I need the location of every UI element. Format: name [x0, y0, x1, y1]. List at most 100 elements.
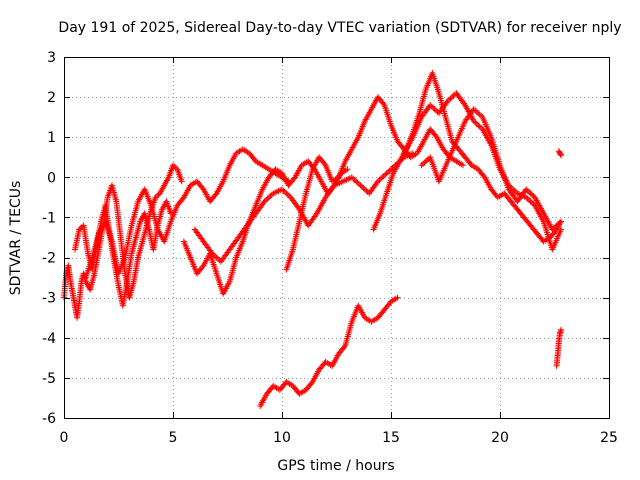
data-point-interp [528, 191, 535, 198]
data-point-interp [265, 194, 272, 201]
data-point-interp [428, 103, 435, 110]
data-point-interp [555, 221, 562, 228]
data-point-interp [210, 251, 217, 258]
data-point-interp [524, 195, 531, 202]
series-arc-e [191, 150, 416, 265]
data-point-interp [526, 189, 533, 196]
data-point [209, 250, 216, 257]
y-tick-label: -3 [42, 291, 56, 307]
data-point-interp [356, 181, 363, 188]
plot-frame [64, 57, 610, 419]
y-tick-label: -2 [42, 251, 56, 267]
data-point [427, 102, 434, 109]
data-point [470, 106, 477, 113]
data-point [170, 162, 176, 169]
data-point [152, 194, 159, 201]
data-point-interp [556, 219, 563, 226]
data-point-interp [213, 254, 220, 261]
data-point-interp [154, 193, 161, 200]
data-point-interp [77, 225, 84, 232]
data-point-interp [382, 171, 389, 178]
data-point-interp [430, 104, 437, 111]
data-point-interp [308, 380, 315, 387]
data-point [558, 218, 565, 225]
series-arc-d [180, 158, 351, 297]
y-tick-label: -4 [42, 331, 56, 347]
y-axis-label: SDTVAR / TECUs [8, 181, 24, 296]
data-point-interp [421, 159, 428, 166]
data-point-interp [171, 163, 178, 170]
data-point-interp [527, 198, 534, 205]
data-point-interp [473, 120, 480, 127]
data-point-interp [280, 187, 287, 194]
chart-title: Day 191 of 2025, Sidereal Day-to-day VTE… [58, 20, 621, 36]
data-point-interp [361, 186, 368, 193]
data-point-interp [215, 255, 222, 262]
data-point-interp [199, 263, 206, 270]
data-point-interp [290, 175, 297, 182]
data-point [261, 198, 268, 205]
data-point-interp [283, 190, 290, 197]
data-point-interp [377, 175, 384, 182]
data-point [444, 98, 451, 105]
data-point-interp [476, 123, 483, 130]
data-point-interp [419, 160, 426, 167]
y-tick-label: -6 [42, 411, 56, 427]
data-point [470, 118, 477, 125]
data-point-interp [380, 172, 387, 179]
data-point-interp [524, 187, 531, 194]
x-tick-label: 20 [491, 430, 509, 446]
series-arc-k [553, 326, 565, 369]
data-point [374, 178, 381, 185]
data-point [344, 166, 351, 173]
data-point-interp [432, 132, 439, 139]
data-point-interp [472, 119, 479, 126]
data-point-interp [263, 197, 270, 204]
data-point-interp [353, 178, 360, 185]
data-point-interp [526, 197, 533, 204]
data-point-interp [321, 160, 328, 167]
data-point [558, 226, 565, 233]
data-point-interp [527, 190, 534, 197]
data-point-interp [431, 106, 438, 113]
data-point-interp [557, 151, 564, 158]
data-point-interp [172, 164, 179, 171]
data-point [394, 294, 401, 301]
y-tick-label: -1 [42, 210, 56, 226]
data-point-interp [480, 172, 487, 179]
data-point-interp [212, 253, 219, 260]
data-point-interp [553, 222, 560, 229]
y-tick-label: 1 [47, 130, 56, 146]
data-point-interp [449, 94, 456, 101]
data-point-interp [284, 191, 291, 198]
data-point-interp [433, 107, 440, 114]
y-tick-label: -5 [42, 371, 56, 387]
data-point [558, 326, 565, 333]
series-arc-j [257, 294, 401, 409]
y-tick-label: 2 [47, 90, 56, 106]
data-point-interp [286, 193, 293, 200]
data-point-interp [446, 96, 453, 103]
series-arc-c [82, 146, 292, 281]
data-point-interp [360, 185, 367, 192]
data-point-interp [379, 174, 386, 181]
x-axis-label: GPS time / hours [277, 458, 394, 474]
data-point-interp [550, 225, 557, 232]
data-point [558, 152, 565, 159]
data-point-interp [386, 167, 393, 174]
data-point [549, 226, 556, 233]
data-point-interp [358, 183, 365, 190]
series-arc-l [555, 148, 565, 159]
data-point-interp [476, 111, 483, 118]
data-point-interp [473, 108, 480, 115]
data-point-interp [212, 191, 219, 198]
x-tick-label: 25 [600, 430, 618, 446]
data-point-interp [350, 175, 357, 182]
data-point-interp [388, 166, 394, 173]
data-point-interp [385, 168, 392, 175]
series-arc-i [418, 106, 565, 233]
data-point [383, 170, 390, 177]
data-point [459, 162, 466, 169]
x-tick-label: 15 [382, 430, 400, 446]
